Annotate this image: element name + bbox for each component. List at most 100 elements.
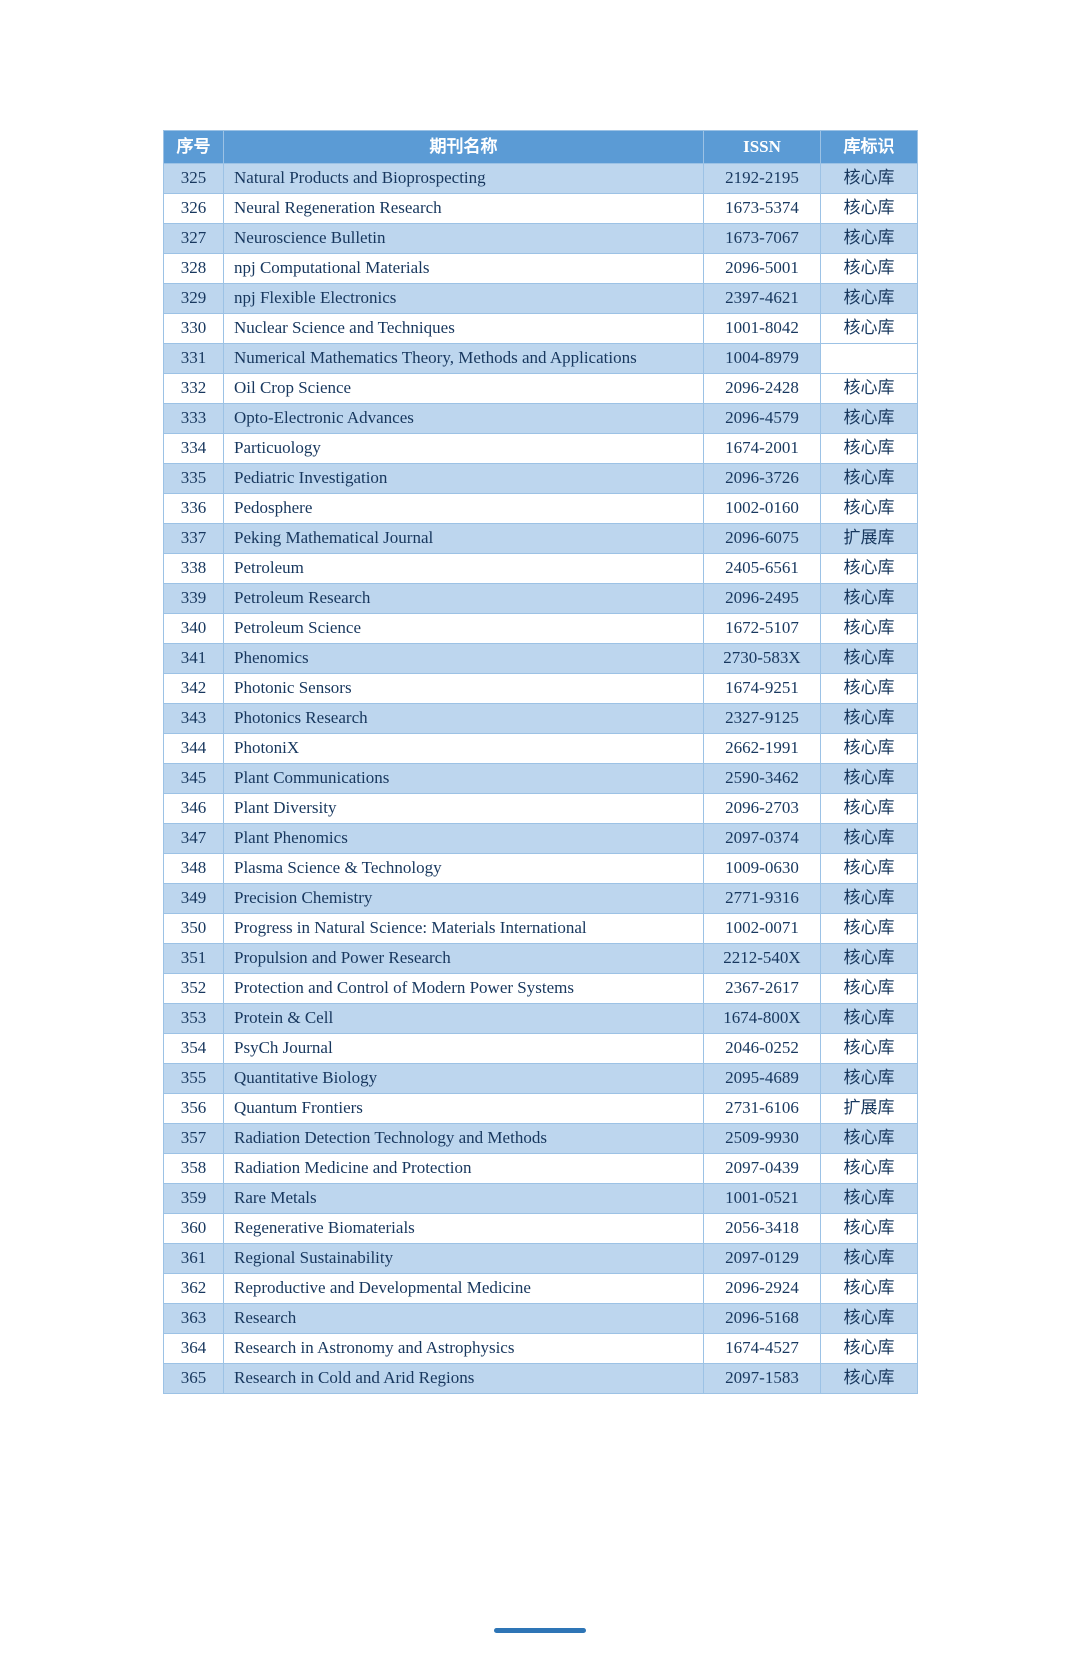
library-marker-cell: 核心库: [820, 223, 918, 254]
journal-name-cell: Numerical Mathematics Theory, Methods an…: [223, 343, 704, 374]
serial-number-cell: 360: [163, 1213, 224, 1244]
serial-number-cell: 339: [163, 583, 224, 614]
table-row: 325 Natural Products and Bioprospecting 21…: [163, 163, 918, 194]
library-marker-cell: 核心库: [820, 1003, 918, 1034]
journal-name-cell: Photonic Sensors: [223, 673, 704, 704]
table-row: 349 Precision Chemistry 2771-9316 核心库: [163, 883, 918, 914]
issn-cell: 2662-1991: [703, 733, 821, 764]
library-marker-cell: 核心库: [820, 643, 918, 674]
issn-cell: 2097-0129: [703, 1243, 821, 1274]
table-row: 341 Phenomics 2730-583X 核心库: [163, 643, 918, 674]
table-row: 361 Regional Sustainability 2097-0129 核心库: [163, 1243, 918, 1274]
table-row: 352 Protection and Control of Modern Powe…: [163, 973, 918, 1004]
table-row: 362 Reproductive and Developmental Medici…: [163, 1273, 918, 1304]
table-row: 359 Rare Metals 1001-0521 核心库: [163, 1183, 918, 1214]
journal-name-cell: Oil Crop Science: [223, 373, 704, 404]
serial-number-cell: 342: [163, 673, 224, 704]
journal-name-cell: Research: [223, 1303, 704, 1334]
table-header: 序号 期刊名称 ISSN 库标识: [163, 130, 918, 164]
library-marker-cell: 核心库: [820, 1243, 918, 1274]
library-marker-cell: 核心库: [820, 373, 918, 404]
library-marker-cell: 核心库: [820, 553, 918, 584]
library-marker-cell: 核心库: [820, 583, 918, 614]
table-row: 327 Neuroscience Bulletin 1673-7067 核心库: [163, 223, 918, 254]
header-row: 序号 期刊名称 ISSN 库标识: [163, 130, 918, 164]
journal-name-cell: Progress in Natural Science: Materials I…: [223, 913, 704, 944]
journal-name-cell: Petroleum: [223, 553, 704, 584]
header-library-marker: 库标识: [820, 130, 918, 164]
journal-name-cell: Photonics Research: [223, 703, 704, 734]
library-marker-cell: 核心库: [820, 1183, 918, 1214]
table-row: 337 Peking Mathematical Journal 2096-6075 扩…: [163, 523, 918, 554]
serial-number-cell: 354: [163, 1033, 224, 1064]
serial-number-cell: 364: [163, 1333, 224, 1364]
issn-cell: 2731-6106: [703, 1093, 821, 1124]
issn-cell: 2097-0439: [703, 1153, 821, 1184]
serial-number-cell: 355: [163, 1063, 224, 1094]
library-marker-cell: 核心库: [820, 1063, 918, 1094]
serial-number-cell: 328: [163, 253, 224, 284]
serial-number-cell: 357: [163, 1123, 224, 1154]
table-row: 333 Opto-Electronic Advances 2096-4579 核心库: [163, 403, 918, 434]
serial-number-cell: 349: [163, 883, 224, 914]
issn-cell: 2097-0374: [703, 823, 821, 854]
library-marker-cell: 核心库: [820, 853, 918, 884]
table-row: 338 Petroleum 2405-6561 核心库: [163, 553, 918, 584]
table-row: 357 Radiation Detection Technology and Me…: [163, 1123, 918, 1154]
table-row: 353 Protein & Cell 1674-800X 核心库: [163, 1003, 918, 1034]
library-marker-cell: [820, 343, 918, 374]
issn-cell: 2056-3418: [703, 1213, 821, 1244]
serial-number-cell: 330: [163, 313, 224, 344]
header-issn: ISSN: [703, 130, 821, 164]
table-row: 356 Quantum Frontiers 2731-6106 扩展库: [163, 1093, 918, 1124]
issn-cell: 1674-2001: [703, 433, 821, 464]
library-marker-cell: 核心库: [820, 793, 918, 824]
library-marker-cell: 核心库: [820, 613, 918, 644]
issn-cell: 2096-3726: [703, 463, 821, 494]
journal-name-cell: Petroleum Research: [223, 583, 704, 614]
serial-number-cell: 365: [163, 1363, 224, 1394]
journal-name-cell: Protein & Cell: [223, 1003, 704, 1034]
issn-cell: 2771-9316: [703, 883, 821, 914]
table-row: 355 Quantitative Biology 2095-4689 核心库: [163, 1063, 918, 1094]
issn-cell: 2096-5001: [703, 253, 821, 284]
journal-name-cell: Radiation Medicine and Protection: [223, 1153, 704, 1184]
journal-name-cell: PhotoniX: [223, 733, 704, 764]
table-row: 346 Plant Diversity 2096-2703 核心库: [163, 793, 918, 824]
issn-cell: 2096-2428: [703, 373, 821, 404]
journal-name-cell: Propulsion and Power Research: [223, 943, 704, 974]
serial-number-cell: 325: [163, 163, 224, 194]
issn-cell: 2192-2195: [703, 163, 821, 194]
library-marker-cell: 核心库: [820, 703, 918, 734]
table-row: 347 Plant Phenomics 2097-0374 核心库: [163, 823, 918, 854]
footer-divider: [494, 1628, 586, 1633]
serial-number-cell: 351: [163, 943, 224, 974]
table-row: 336 Pedosphere 1002-0160 核心库: [163, 493, 918, 524]
serial-number-cell: 347: [163, 823, 224, 854]
journal-name-cell: PsyCh Journal: [223, 1033, 704, 1064]
journal-table: 序号 期刊名称 ISSN 库标识 325 Natural Products and…: [163, 130, 918, 1394]
library-marker-cell: 核心库: [820, 1273, 918, 1304]
serial-number-cell: 362: [163, 1273, 224, 1304]
serial-number-cell: 353: [163, 1003, 224, 1034]
library-marker-cell: 核心库: [820, 1363, 918, 1394]
serial-number-cell: 335: [163, 463, 224, 494]
issn-cell: 1674-9251: [703, 673, 821, 704]
library-marker-cell: 核心库: [820, 1153, 918, 1184]
table-row: 354 PsyCh Journal 2046-0252 核心库: [163, 1033, 918, 1064]
journal-name-cell: Peking Mathematical Journal: [223, 523, 704, 554]
library-marker-cell: 核心库: [820, 913, 918, 944]
library-marker-cell: 核心库: [820, 1303, 918, 1334]
issn-cell: 1674-800X: [703, 1003, 821, 1034]
issn-cell: 1002-0071: [703, 913, 821, 944]
serial-number-cell: 348: [163, 853, 224, 884]
issn-cell: 1004-8979: [703, 343, 821, 374]
journal-name-cell: Rare Metals: [223, 1183, 704, 1214]
table-row: 360 Regenerative Biomaterials 2056-3418 核心库: [163, 1213, 918, 1244]
table-row: 364 Research in Astronomy and Astrophysic…: [163, 1333, 918, 1364]
issn-cell: 2212-540X: [703, 943, 821, 974]
journal-name-cell: Regenerative Biomaterials: [223, 1213, 704, 1244]
issn-cell: 1002-0160: [703, 493, 821, 524]
journal-name-cell: Precision Chemistry: [223, 883, 704, 914]
issn-cell: 2046-0252: [703, 1033, 821, 1064]
